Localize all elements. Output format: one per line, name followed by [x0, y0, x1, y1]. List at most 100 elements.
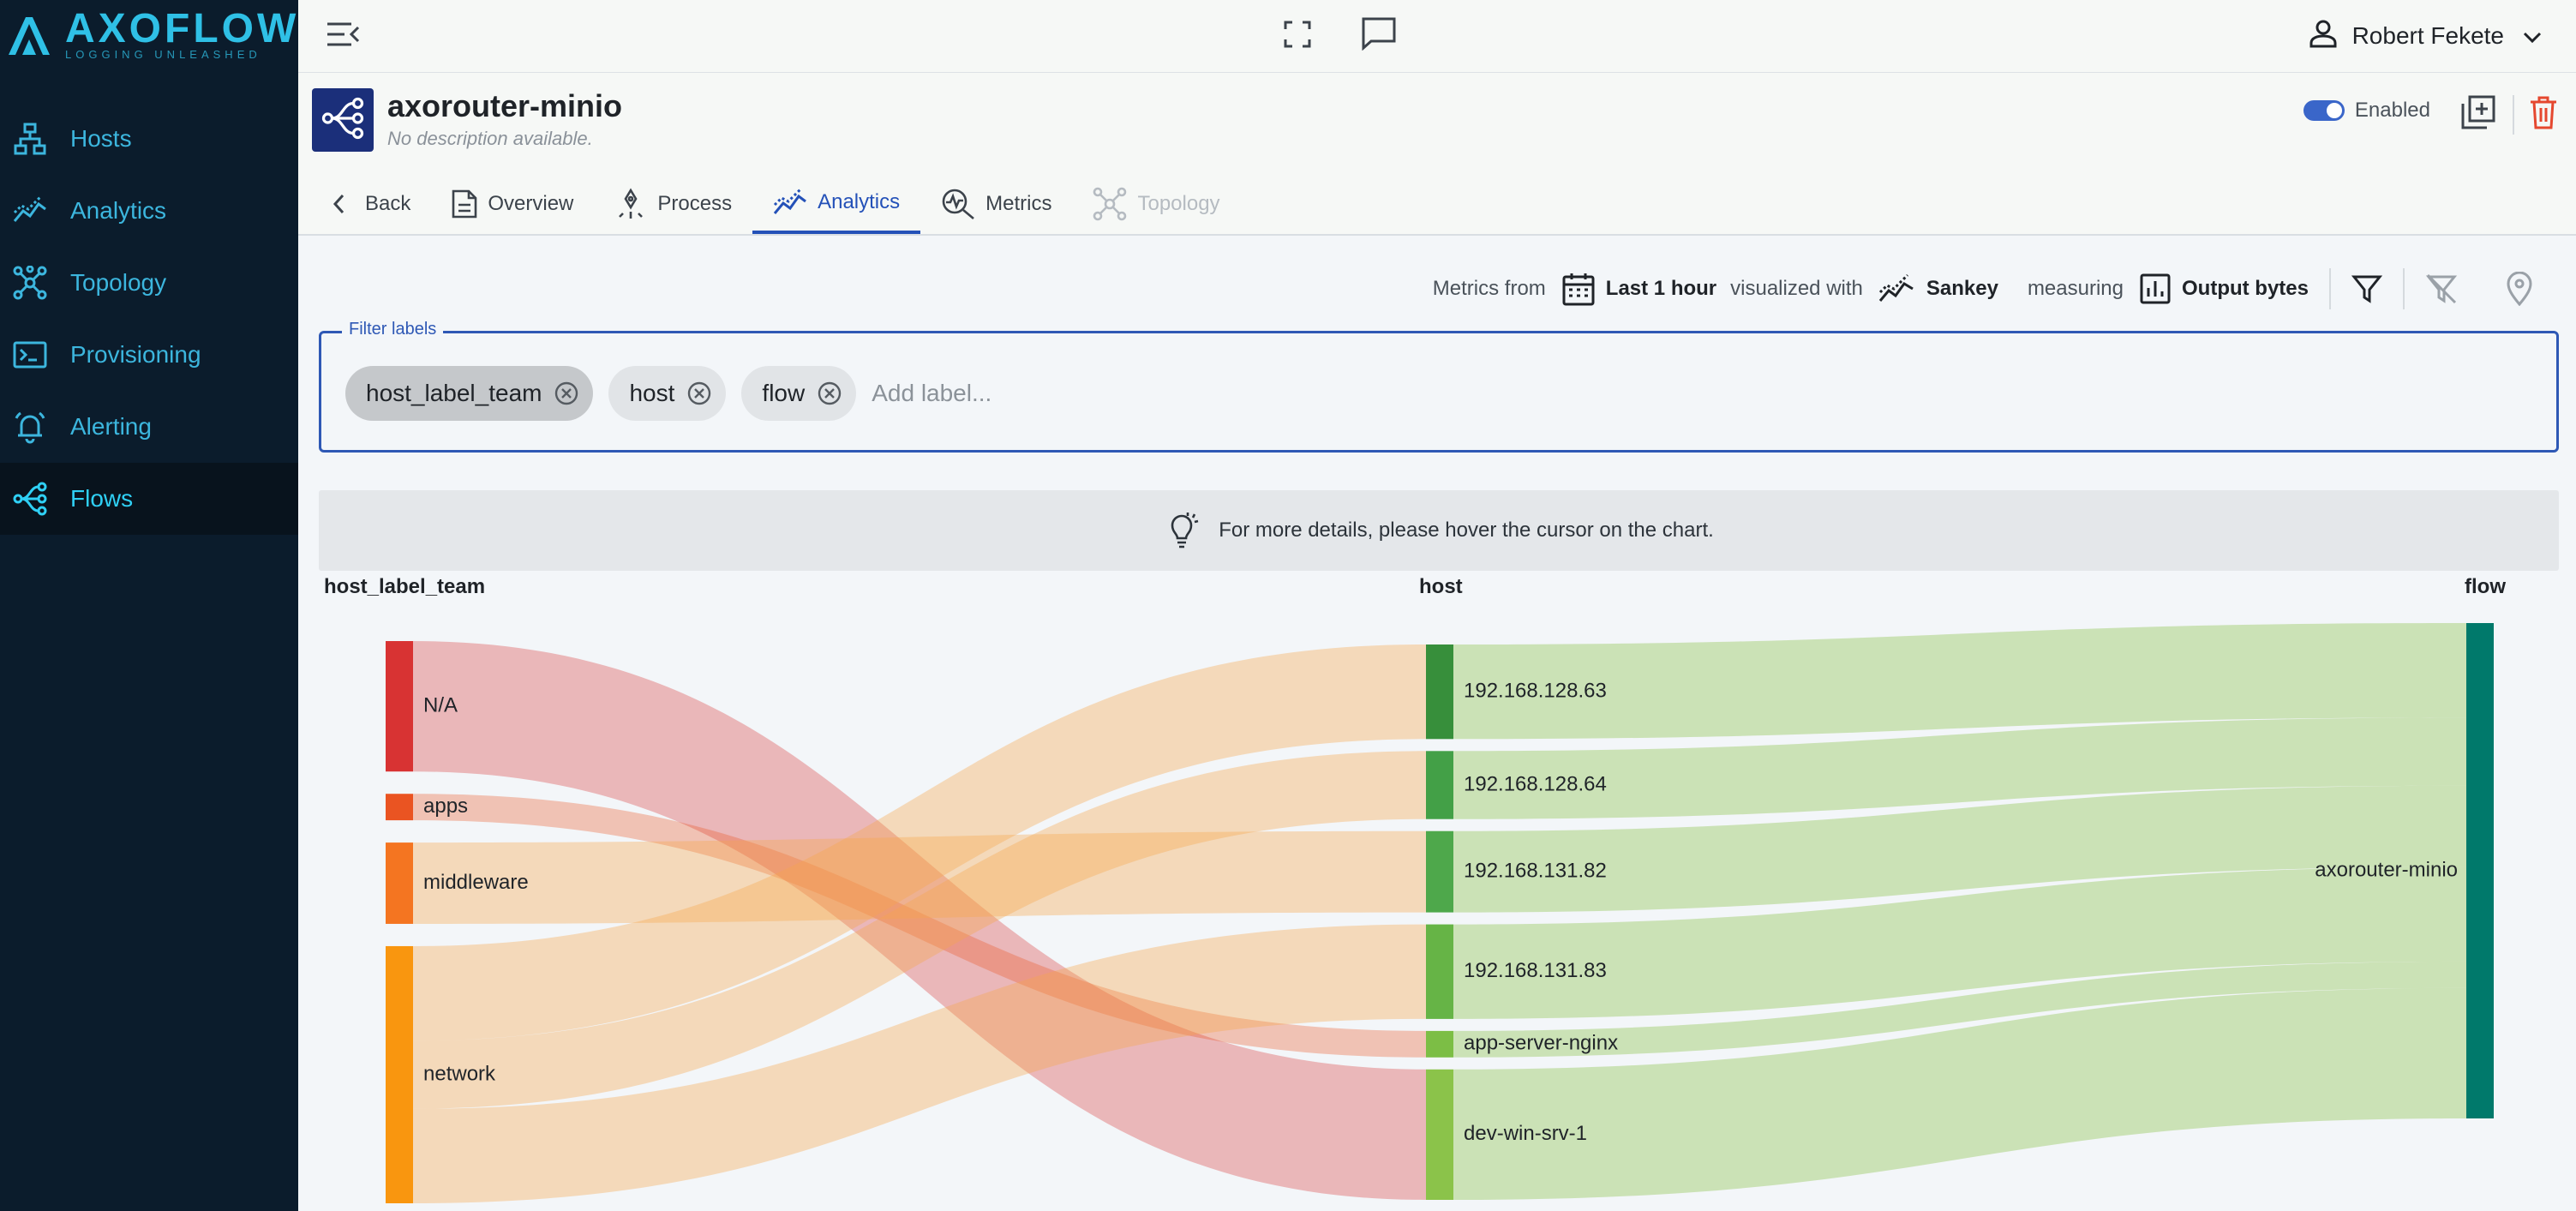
visualized-label: visualized with — [1730, 277, 1863, 300]
sankey-node[interactable] — [386, 794, 413, 821]
sankey-link[interactable] — [1453, 987, 2466, 1200]
chip-label: flow — [762, 380, 806, 406]
chip-label: host — [629, 380, 675, 406]
pin-button[interactable] — [2506, 272, 2533, 306]
tab-overview[interactable]: Overview — [431, 174, 594, 234]
tab-label: Analytics — [818, 190, 901, 213]
filter-chip[interactable]: host — [608, 366, 727, 421]
sankey-node[interactable] — [1426, 830, 1453, 913]
sankey-link[interactable] — [1453, 623, 2466, 740]
tab-topology: Topology — [1072, 174, 1240, 234]
tab-label: Overview — [488, 192, 574, 215]
flows-icon — [12, 481, 48, 517]
sankey-column-header: host_label_team — [324, 575, 486, 598]
tab-metrics[interactable]: Metrics — [920, 174, 1072, 234]
filter-chip[interactable]: host_label_team — [345, 366, 594, 421]
sidebar-item-alerting[interactable]: Alerting — [0, 391, 298, 463]
analytics-icon — [773, 188, 807, 217]
analytics-icon — [1878, 273, 1914, 302]
chip-remove-icon[interactable] — [686, 381, 712, 406]
sankey-node[interactable] — [1426, 751, 1453, 819]
menu-collapse-button[interactable] — [322, 15, 363, 57]
topology-icon — [1093, 187, 1127, 221]
top-bar: Robert Fekete — [298, 0, 2576, 73]
hover-hint-banner: For more details, please hover the curso… — [319, 490, 2559, 571]
sankey-link[interactable] — [1453, 717, 2466, 819]
sankey-node-label: 192.168.128.64 — [1464, 772, 1607, 795]
terminal-icon — [12, 337, 48, 373]
page-title: axorouter-minio — [387, 88, 623, 123]
enabled-toggle[interactable] — [2303, 100, 2345, 121]
sankey-node[interactable] — [386, 641, 413, 772]
sankey-node[interactable] — [2466, 623, 2494, 1118]
chip-remove-icon[interactable] — [817, 381, 842, 406]
tab-back[interactable]: Back — [312, 174, 431, 234]
tab-label: Metrics — [985, 192, 1052, 215]
sankey-link[interactable] — [413, 644, 1426, 1041]
fullscreen-button[interactable] — [1277, 15, 1318, 57]
clear-filter-button[interactable] — [2425, 273, 2458, 305]
chat-icon — [1361, 16, 1397, 55]
filter-button[interactable] — [2351, 273, 2382, 304]
sankey-node-label: 192.168.131.83 — [1464, 959, 1607, 982]
enabled-control: Enabled — [2303, 99, 2430, 123]
duplicate-button[interactable] — [2456, 92, 2501, 136]
sankey-link[interactable] — [413, 751, 1426, 1109]
flows-icon — [321, 97, 364, 144]
measuring-label: measuring — [2027, 277, 2124, 300]
sankey-node-label: app-server-nginx — [1464, 1032, 1618, 1055]
header-divider — [2513, 95, 2514, 135]
feedback-button[interactable] — [1357, 14, 1400, 57]
chip-label: host_label_team — [366, 380, 542, 406]
sankey-node[interactable] — [1426, 644, 1453, 740]
sidebar-item-label: Analytics — [70, 197, 167, 224]
chip-remove-icon[interactable] — [554, 381, 579, 406]
sankey-node[interactable] — [1426, 1030, 1453, 1058]
chart-type-value: Sankey — [1926, 277, 1998, 300]
add-label-input[interactable]: Add label... — [872, 380, 992, 406]
sankey-link[interactable] — [413, 641, 1426, 1200]
filter-labels-field[interactable]: Filter labels host_label_team host flow … — [319, 320, 2559, 453]
sankey-link[interactable] — [1453, 961, 2466, 1058]
sidebar-item-provisioning[interactable]: Provisioning — [0, 319, 298, 391]
location-pin-icon — [2507, 272, 2532, 306]
menu-collapse-icon — [326, 21, 360, 52]
filter-off-icon — [2425, 273, 2458, 304]
tab-process[interactable]: Process — [594, 174, 752, 234]
chart-type-selector[interactable]: Sankey — [1878, 273, 1998, 304]
fullscreen-icon — [1284, 21, 1311, 52]
document-icon — [452, 189, 477, 219]
sankey-node[interactable] — [386, 945, 413, 1203]
sidebar-item-hosts[interactable]: Hosts — [0, 103, 298, 175]
sankey-node[interactable] — [1426, 1069, 1453, 1200]
delete-button[interactable] — [2521, 92, 2566, 136]
sidebar-item-topology[interactable]: Topology — [0, 247, 298, 319]
sankey-link[interactable] — [413, 830, 1426, 924]
tab-label: Process — [657, 192, 733, 215]
filter-chip[interactable]: flow — [741, 366, 857, 421]
sankey-links — [413, 623, 2466, 1203]
sidebar-item-analytics[interactable]: Analytics — [0, 175, 298, 247]
sankey-link[interactable] — [1453, 785, 2466, 913]
metrics-toolbar: Metrics from Last 1 hour visualized with… — [1433, 264, 2533, 314]
user-menu[interactable]: Robert Fekete — [2308, 12, 2542, 60]
sidebar-item-flows[interactable]: Flows — [0, 463, 298, 535]
sidebar-nav: Hosts Analytics Topology — [0, 103, 298, 535]
sankey-link[interactable] — [1453, 866, 2466, 1019]
sidebar-item-label: Hosts — [70, 125, 132, 152]
axoflow-logo[interactable]: AXOFLOW LOGGING UNLEASHED — [7, 7, 299, 63]
sankey-node[interactable] — [386, 842, 413, 924]
sidebar-item-label: Flows — [70, 485, 134, 512]
sidebar-item-label: Alerting — [70, 413, 152, 440]
bar-chart-icon — [2140, 273, 2171, 304]
sidebar-item-label: Topology — [70, 269, 167, 296]
measure-selector[interactable]: Output bytes — [2139, 273, 2309, 305]
tab-analytics[interactable]: Analytics — [752, 174, 921, 234]
sankey-link[interactable] — [413, 794, 1426, 1058]
sankey-node[interactable] — [1426, 924, 1453, 1019]
chevron-left-icon — [332, 194, 344, 214]
flow-icon-badge — [312, 88, 374, 152]
sankey-link[interactable] — [413, 924, 1426, 1203]
time-range-selector[interactable]: Last 1 hour — [1561, 272, 1716, 306]
